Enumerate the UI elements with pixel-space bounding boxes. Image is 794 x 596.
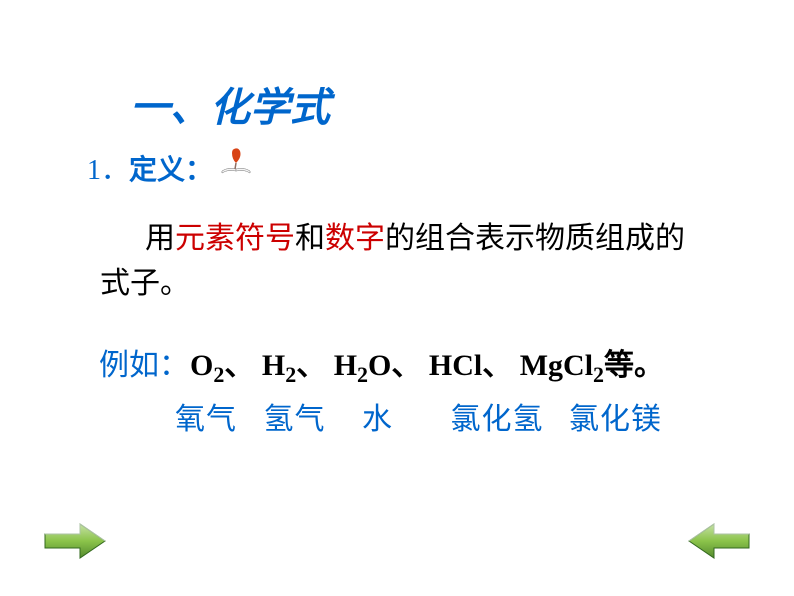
definition-text: 用元素符号和数字的组合表示物质组成的式子。 [100, 216, 700, 306]
name-mgcl2: 氯化镁 [569, 394, 662, 438]
formula-o2: O2、 [190, 349, 262, 382]
section-number: 1． [87, 155, 129, 186]
def-prefix: 用 [145, 222, 175, 255]
def-connector: 和 [295, 222, 325, 255]
formula-mgcl2: MgCl2等。 [520, 349, 664, 382]
def-term2: 数字 [325, 222, 385, 255]
back-button[interactable] [684, 516, 754, 566]
name-oxygen: 氧气 [175, 394, 255, 438]
section-text: 定义： [129, 155, 213, 186]
book-icon [218, 143, 254, 179]
page-title: 一、化学式 [130, 75, 330, 133]
def-term1: 元素符号 [175, 222, 295, 255]
next-button[interactable] [40, 516, 110, 566]
names-row: 氧气 氢气 水 氯化氢 氯化镁 [175, 394, 662, 438]
name-hydrogen: 氢气 [264, 394, 354, 438]
name-water: 水 [362, 394, 442, 438]
name-hcl: 氯化氢 [451, 394, 561, 438]
formula-h2o: H2O、 [334, 349, 429, 382]
example-label: 例如： [99, 340, 189, 384]
formula-row: O2、 H2、 H2O、 HCl、 MgCl2等。 [190, 340, 664, 388]
formula-hcl: HCl、 [429, 349, 520, 382]
section-header: 1．定义： [87, 148, 213, 188]
formula-h2: H2、 [262, 349, 334, 382]
